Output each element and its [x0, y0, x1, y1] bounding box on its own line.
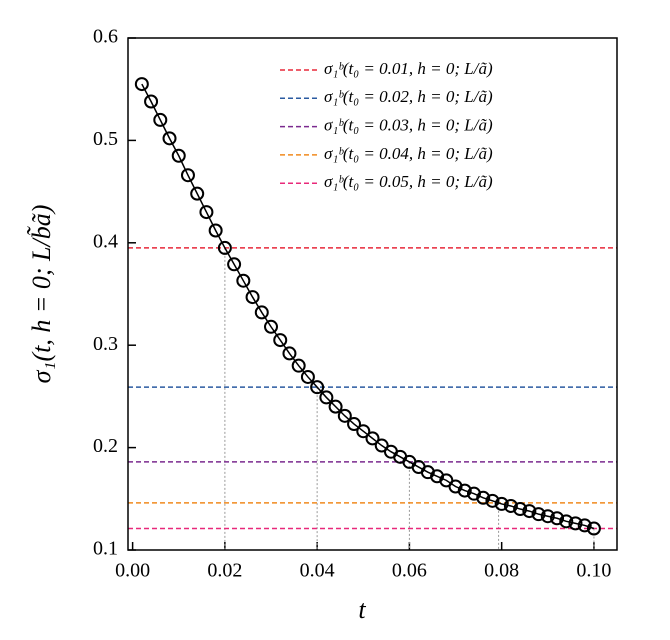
point	[586, 521, 601, 536]
legend-label: σ₁ᵇ(t₀ = 0.03, h = 0; L/ã)	[324, 116, 493, 135]
point	[264, 319, 279, 334]
plot-frame	[127, 37, 618, 551]
point	[522, 504, 537, 519]
y-tick-label: 0.2	[93, 435, 118, 457]
point	[273, 333, 288, 348]
point	[190, 186, 205, 201]
point	[227, 257, 242, 272]
legend-label: σ₁ᵇ(t₀ = 0.02, h = 0; L/ã)	[324, 87, 493, 106]
point	[171, 148, 186, 163]
x-tick-label: 0.10	[576, 560, 611, 582]
point	[457, 483, 472, 498]
y-axis-label: σ₁(t, h = 0; L/b̃ã)	[27, 205, 56, 384]
x-tick-label: 0.00	[115, 560, 150, 582]
point	[144, 94, 159, 109]
x-tick-label: 0.08	[484, 560, 519, 582]
point	[476, 490, 491, 505]
point	[356, 424, 371, 439]
y-tick-label: 0.6	[93, 26, 118, 48]
point	[494, 496, 509, 511]
point	[208, 223, 223, 238]
point	[153, 112, 168, 127]
y-tick-label: 0.1	[93, 538, 118, 560]
x-tick-label: 0.04	[300, 560, 335, 582]
point	[254, 305, 269, 320]
point	[319, 390, 334, 405]
point	[577, 518, 592, 533]
point	[245, 290, 260, 305]
y-tick-label: 0.5	[93, 128, 118, 150]
legend-label: σ₁ᵇ(t₀ = 0.05, h = 0; L/ã)	[324, 172, 493, 191]
point	[310, 380, 325, 395]
point	[282, 346, 297, 361]
point	[347, 417, 362, 432]
point	[217, 240, 232, 255]
point	[337, 408, 352, 423]
point	[300, 369, 315, 384]
point	[513, 502, 528, 517]
legend-label: σ₁ᵇ(t₀ = 0.04, h = 0; L/ã)	[324, 144, 493, 163]
y-tick-label: 0.3	[93, 333, 118, 355]
point	[162, 131, 177, 146]
point	[365, 431, 380, 446]
point	[550, 511, 565, 526]
point	[328, 399, 343, 414]
point	[540, 509, 555, 524]
x-tick-label: 0.02	[207, 560, 242, 582]
point	[503, 498, 518, 513]
legend-label: σ₁ᵇ(t₀ = 0.01, h = 0; L/ã)	[324, 59, 493, 78]
point	[559, 514, 574, 529]
point	[291, 358, 306, 373]
point	[180, 168, 195, 183]
point	[531, 507, 546, 522]
x-axis-label: t	[358, 595, 366, 624]
point	[199, 205, 214, 220]
y-tick-label: 0.4	[93, 230, 118, 252]
x-tick-label: 0.06	[392, 560, 427, 582]
point	[568, 516, 583, 531]
point	[485, 493, 500, 508]
point	[236, 273, 251, 288]
point	[134, 77, 149, 92]
